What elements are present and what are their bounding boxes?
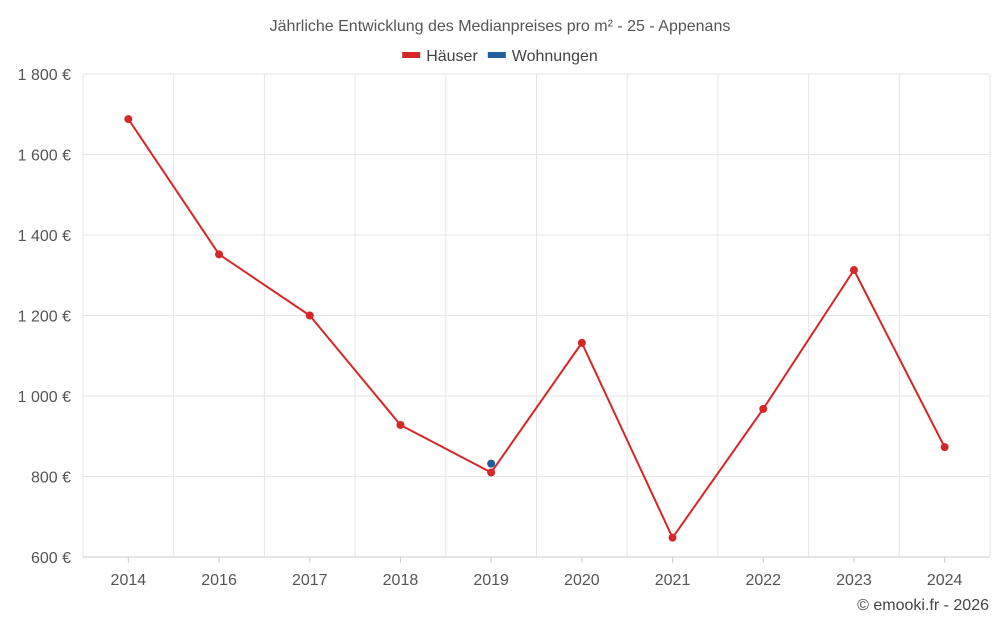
y-tick-label: 1 000 €	[18, 389, 71, 406]
x-tick-label: 2018	[383, 572, 419, 589]
x-tick-label: 2016	[201, 572, 237, 589]
x-tick-label: 2022	[745, 572, 781, 589]
y-axis: 600 € 800 € 1 000 € 1 200 € 1 400 € 1 600 € 1 …	[18, 67, 71, 567]
data-point	[396, 420, 405, 429]
legend: Häuser Wohnungen	[402, 48, 598, 65]
x-tick-label: 2017	[292, 572, 328, 589]
legend-label: Häuser	[426, 48, 478, 65]
data-point	[940, 443, 949, 452]
x-axis: 2014 2016 2017 2018 2019 2020 2021 2022 2023 2024	[83, 556, 990, 589]
y-tick-label: 1 200 €	[18, 309, 71, 326]
data-point	[577, 338, 586, 347]
data-point	[124, 115, 133, 124]
data-point	[849, 266, 858, 275]
data-point	[759, 404, 768, 413]
y-tick-label: 1 800 €	[18, 67, 71, 84]
x-tick-label: 2021	[655, 572, 691, 589]
chart-title: Jährliche Entwicklung des Medianpreises …	[270, 18, 731, 35]
data-point	[487, 468, 496, 477]
data-point	[487, 459, 496, 468]
data-point	[305, 311, 314, 320]
grid	[82, 73, 991, 557]
x-tick-label: 2014	[111, 572, 147, 589]
x-tick-label: 2024	[927, 572, 963, 589]
series-line	[127, 118, 946, 539]
x-tick-label: 2020	[564, 572, 600, 589]
data-point	[668, 533, 677, 542]
legend-swatch	[487, 52, 506, 58]
credit-text: © emooki.fr - 2026	[857, 597, 989, 614]
y-tick-label: 1 400 €	[18, 228, 71, 245]
legend-swatch	[402, 52, 421, 58]
series-0	[124, 115, 949, 542]
series-layer	[124, 115, 949, 542]
y-tick-label: 800 €	[31, 470, 71, 487]
data-point	[215, 250, 224, 259]
y-tick-label: 1 600 €	[18, 148, 71, 165]
x-tick-label: 2023	[836, 572, 872, 589]
series-1	[487, 459, 496, 468]
y-tick-label: 600 €	[31, 550, 71, 567]
legend-label: Wohnungen	[512, 48, 598, 65]
x-tick-label: 2019	[473, 572, 509, 589]
